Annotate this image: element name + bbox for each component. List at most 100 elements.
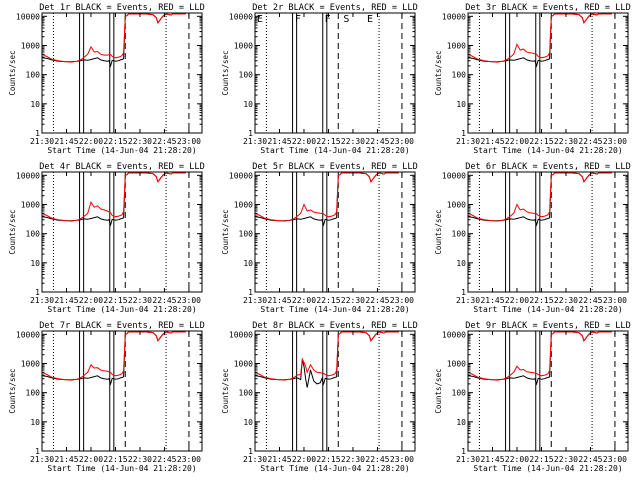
- x-tick-label: 23:00: [390, 137, 414, 146]
- y-tick-label: 10: [243, 100, 253, 109]
- series-group: [468, 331, 612, 386]
- detector-panel-9: Det 9r BLACK = Events, RED = LLD 21:30 21:…: [434, 321, 631, 473]
- plot-frame: [254, 12, 416, 134]
- x-axis-label: Start Time (14-Jun-04 21:28:20): [260, 146, 409, 155]
- y-tick-label: 10: [30, 418, 40, 427]
- x-tick-label: 22:30: [341, 137, 365, 146]
- y-tick-label: 10000: [442, 171, 466, 180]
- y-tick-label: 10: [243, 418, 253, 427]
- x-tick-label: 22:15: [529, 455, 553, 464]
- lld-series-line: [468, 172, 612, 222]
- y-tick-label: 100: [239, 389, 254, 398]
- panel-title: Det 9r BLACK = Events, RED = LLD: [465, 321, 631, 331]
- lld-series-line: [468, 13, 612, 63]
- y-tick-label: 100: [452, 389, 467, 398]
- x-axis-label: Start Time (14-Jun-04 21:28:20): [260, 464, 409, 473]
- x-tick-label: 22:30: [554, 455, 578, 464]
- series-group: [42, 13, 186, 68]
- x-tick-label: 22:00: [292, 296, 316, 305]
- y-tick-label: 10: [456, 100, 466, 109]
- y-tick-label: 1: [248, 288, 253, 297]
- x-tick-label: 21:30: [456, 296, 480, 305]
- x-tick-label: 22:15: [316, 137, 340, 146]
- y-tick-label: 100: [26, 389, 41, 398]
- y-tick-label: 1: [35, 129, 40, 138]
- y-tick-label: 1000: [234, 200, 253, 209]
- detector-panel-6: Det 6r BLACK = Events, RED = LLD 21:30 21:…: [434, 162, 631, 314]
- x-tick-label: 22:30: [341, 455, 365, 464]
- x-tick-label: 22:45: [365, 296, 389, 305]
- y-tick-label: 100: [452, 230, 467, 239]
- marker-letter: E: [367, 14, 373, 25]
- x-tick-label: 22:15: [316, 455, 340, 464]
- x-tick-label: 21:30: [30, 455, 54, 464]
- plot-frame: [41, 330, 203, 452]
- x-axis-label: Start Time (14-Jun-04 21:28:20): [47, 464, 196, 473]
- panel-title: Det 1r BLACK = Events, RED = LLD: [39, 3, 205, 13]
- detector-panel-3: Det 3r BLACK = Events, RED = LLD 21:30 21:…: [434, 3, 631, 155]
- x-tick-label: 22:45: [152, 296, 176, 305]
- y-tick-label: 1: [248, 447, 253, 456]
- x-axis-label: Start Time (14-Jun-04 21:28:20): [473, 146, 622, 155]
- x-tick-label: 23:00: [603, 455, 627, 464]
- x-tick-label: 22:15: [103, 137, 127, 146]
- y-tick-label: 1000: [21, 200, 40, 209]
- x-tick-label: 22:30: [128, 455, 152, 464]
- plot-frame: [41, 12, 203, 134]
- x-tick-label: 21:30: [456, 455, 480, 464]
- series-group: [42, 331, 186, 386]
- y-axis-label: Counts/sec: [8, 368, 17, 413]
- y-axis-label: Counts/sec: [221, 209, 230, 254]
- y-tick-label: 10: [243, 259, 253, 268]
- y-axis-label: Counts/sec: [221, 50, 230, 95]
- x-tick-label: 23:00: [177, 455, 201, 464]
- x-tick-label: 22:30: [128, 296, 152, 305]
- series-group: [255, 331, 399, 388]
- x-tick-label: 23:00: [177, 137, 201, 146]
- x-axis-label: Start Time (14-Jun-04 21:28:20): [473, 305, 622, 314]
- marker-letter: E: [257, 14, 263, 25]
- panel-title: Det 3r BLACK = Events, RED = LLD: [465, 3, 631, 13]
- panel-title: Det 2r BLACK = Events, RED = LLD: [252, 3, 418, 13]
- x-tick-label: 22:00: [292, 137, 316, 146]
- y-tick-label: 1000: [447, 200, 466, 209]
- y-tick-label: 10000: [229, 330, 253, 339]
- x-tick-label: 22:15: [529, 296, 553, 305]
- plot-frame: [254, 330, 416, 452]
- y-tick-label: 1: [248, 129, 253, 138]
- y-tick-label: 1000: [447, 359, 466, 368]
- y-tick-label: 1000: [21, 41, 40, 50]
- x-tick-label: 22:30: [128, 137, 152, 146]
- series-group: [468, 13, 612, 68]
- x-tick-label: 22:15: [316, 296, 340, 305]
- series-group: [255, 172, 399, 227]
- lld-series-line: [255, 172, 399, 222]
- lld-series-line: [42, 172, 186, 222]
- y-tick-label: 10000: [16, 330, 40, 339]
- y-tick-label: 10: [456, 259, 466, 268]
- x-tick-label: 22:00: [79, 296, 103, 305]
- y-axis-label: Counts/sec: [434, 368, 443, 413]
- x-tick-label: 21:30: [456, 137, 480, 146]
- y-tick-label: 100: [26, 230, 41, 239]
- y-tick-label: 10000: [229, 171, 253, 180]
- y-axis-label: Counts/sec: [434, 209, 443, 254]
- y-tick-label: 1: [461, 447, 466, 456]
- y-tick-label: 1000: [234, 41, 253, 50]
- y-tick-label: 10: [456, 418, 466, 427]
- x-axis-label: Start Time (14-Jun-04 21:28:20): [47, 146, 196, 155]
- x-tick-label: 23:00: [603, 296, 627, 305]
- y-axis-label: Counts/sec: [8, 50, 17, 95]
- x-tick-label: 21:45: [54, 455, 78, 464]
- x-tick-label: 22:00: [292, 455, 316, 464]
- x-axis-label: Start Time (14-Jun-04 21:28:20): [47, 305, 196, 314]
- x-tick-label: 21:45: [480, 455, 504, 464]
- detector-panel-8: Det 8r BLACK = Events, RED = LLD 21:30 21:…: [221, 321, 418, 473]
- x-tick-label: 22:45: [365, 455, 389, 464]
- x-tick-label: 21:45: [54, 137, 78, 146]
- x-tick-label: 21:30: [30, 137, 54, 146]
- plot-frame: [467, 12, 629, 134]
- x-tick-label: 21:45: [267, 455, 291, 464]
- x-tick-label: 22:30: [554, 296, 578, 305]
- x-tick-label: 21:30: [30, 296, 54, 305]
